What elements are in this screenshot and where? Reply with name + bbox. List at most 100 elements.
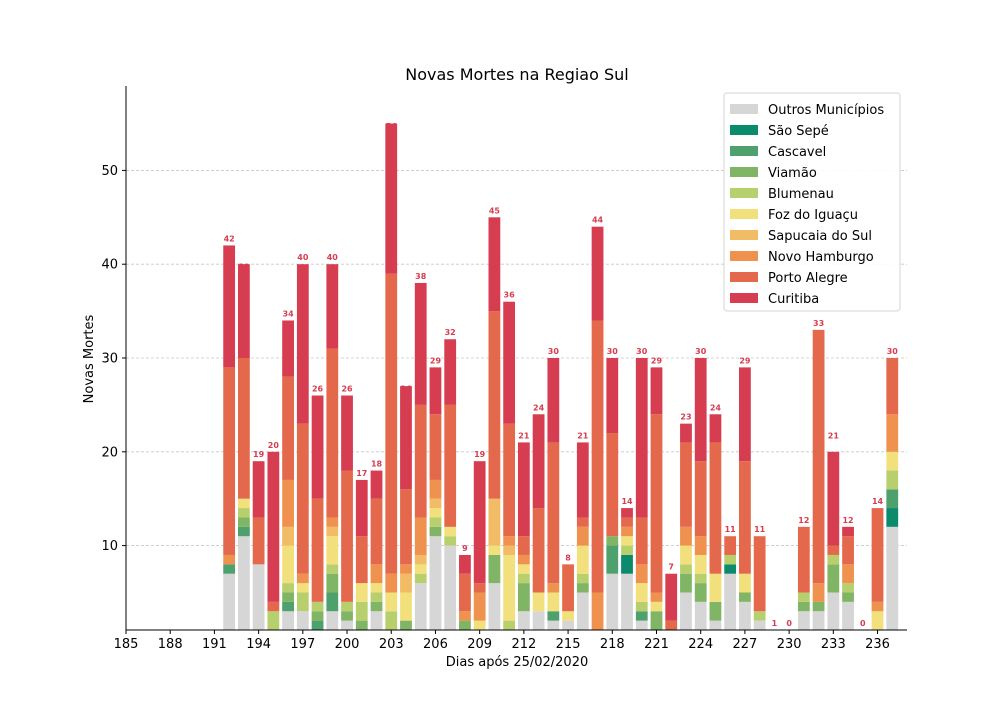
bar-segment bbox=[282, 479, 294, 527]
legend-swatch bbox=[730, 272, 758, 282]
bar-segment bbox=[311, 601, 324, 612]
legend-swatch bbox=[730, 188, 758, 198]
bar-segment bbox=[282, 601, 294, 612]
bar-segment bbox=[591, 320, 604, 593]
axes: 185 188 191 194 197 200 203 206 209 212 215 218 221 2… bbox=[101, 86, 907, 652]
data-label-total: 29 bbox=[739, 356, 751, 365]
y-tick-label: 10 bbox=[101, 539, 118, 554]
bar-segment bbox=[709, 620, 722, 630]
y-tick-label: 50 bbox=[101, 164, 118, 179]
legend-label: Blumenau bbox=[768, 187, 834, 202]
bar-segment bbox=[680, 573, 692, 593]
bar-segment bbox=[650, 367, 663, 415]
bar-segment bbox=[237, 264, 250, 358]
bar-segment bbox=[680, 423, 692, 443]
bar-segment bbox=[282, 376, 294, 480]
bar-segment bbox=[370, 583, 383, 593]
data-label-total: 11 bbox=[725, 525, 737, 534]
bar-segment bbox=[576, 442, 589, 518]
bar-segment bbox=[842, 536, 854, 565]
bar-segment bbox=[370, 611, 383, 630]
legend-label: Outros Municípios bbox=[768, 103, 884, 118]
bar-segment bbox=[414, 282, 427, 405]
bar-segment bbox=[252, 564, 265, 630]
bar-segment bbox=[503, 554, 516, 621]
bar-segment bbox=[886, 414, 899, 452]
bar-segment bbox=[606, 433, 619, 537]
data-label-total: 0 bbox=[860, 619, 866, 628]
bar-segment bbox=[296, 583, 309, 593]
bar-segment bbox=[812, 601, 825, 612]
bar-segment bbox=[223, 367, 236, 555]
bar-segment bbox=[753, 611, 766, 621]
data-label-total: 12 bbox=[842, 516, 853, 525]
x-tick-label: 191 bbox=[202, 637, 227, 652]
bar-segment bbox=[414, 517, 427, 555]
bar-segment bbox=[385, 273, 398, 574]
bar-segment bbox=[724, 554, 737, 565]
data-label-total: 23 bbox=[680, 413, 691, 422]
data-label-total: 14 bbox=[872, 497, 884, 506]
bar-segment bbox=[871, 611, 884, 630]
bar-segment bbox=[827, 592, 840, 630]
bar-segment bbox=[827, 564, 840, 593]
bar-segment bbox=[282, 545, 294, 584]
bar-segment bbox=[473, 461, 486, 584]
bar-segment bbox=[503, 536, 516, 546]
data-label-total: 34 bbox=[283, 309, 295, 318]
bar-segment bbox=[355, 620, 368, 630]
data-label-total: 45 bbox=[489, 206, 501, 215]
bar-segment bbox=[517, 583, 530, 612]
x-tick-label: 227 bbox=[732, 637, 757, 652]
bar-segment bbox=[694, 461, 707, 537]
x-tick-label: 230 bbox=[777, 637, 802, 652]
data-label-total: 9 bbox=[462, 544, 468, 553]
bar-segment bbox=[282, 583, 294, 593]
bar-segment bbox=[326, 564, 339, 574]
data-label-total: 40 bbox=[297, 253, 309, 262]
bar-segment bbox=[532, 414, 545, 509]
bar-segment bbox=[488, 217, 501, 312]
bar-segment bbox=[842, 564, 854, 584]
bar-segment bbox=[842, 592, 854, 602]
bar-segment bbox=[650, 414, 663, 593]
bar-segment bbox=[532, 592, 545, 612]
bar-segment bbox=[562, 611, 574, 621]
data-label-total: 0 bbox=[786, 619, 792, 628]
bar-segment bbox=[503, 545, 516, 555]
data-label-total: 30 bbox=[607, 347, 619, 356]
bar-segment bbox=[385, 123, 398, 274]
bar-segment bbox=[694, 536, 707, 555]
bar-segment bbox=[665, 573, 678, 621]
bar-segment bbox=[621, 526, 633, 537]
data-label-total: 36 bbox=[504, 291, 516, 300]
bar-segment bbox=[724, 536, 737, 555]
bar-segment bbox=[576, 526, 589, 546]
bar-segment bbox=[429, 479, 442, 499]
bar-segment bbox=[488, 583, 501, 630]
bar-segment bbox=[282, 526, 294, 546]
data-label-total: 19 bbox=[474, 450, 486, 459]
bar-segment bbox=[591, 226, 604, 321]
bar-segment bbox=[341, 470, 353, 602]
bar-segment bbox=[517, 554, 530, 565]
bar-segment bbox=[739, 461, 751, 574]
x-tick-label: 185 bbox=[114, 637, 139, 652]
legend-swatch bbox=[730, 209, 758, 219]
bar-segment bbox=[871, 601, 884, 612]
y-tick-label: 40 bbox=[101, 258, 118, 273]
data-label-total: 32 bbox=[445, 328, 456, 337]
bar-segment bbox=[739, 592, 751, 602]
bar-segment bbox=[385, 592, 398, 612]
legend-label: Novo Hamburgo bbox=[768, 250, 874, 265]
legend-swatch bbox=[730, 230, 758, 240]
data-label-total: 39 bbox=[238, 263, 250, 272]
bar-segment bbox=[635, 611, 648, 621]
bar-segment bbox=[429, 508, 442, 518]
bar-segment bbox=[739, 573, 751, 593]
bar-segment bbox=[326, 536, 339, 565]
bar-segment bbox=[355, 479, 368, 537]
legend-swatch bbox=[730, 104, 758, 114]
bar-segment bbox=[503, 301, 516, 424]
bar-segment bbox=[621, 554, 633, 574]
